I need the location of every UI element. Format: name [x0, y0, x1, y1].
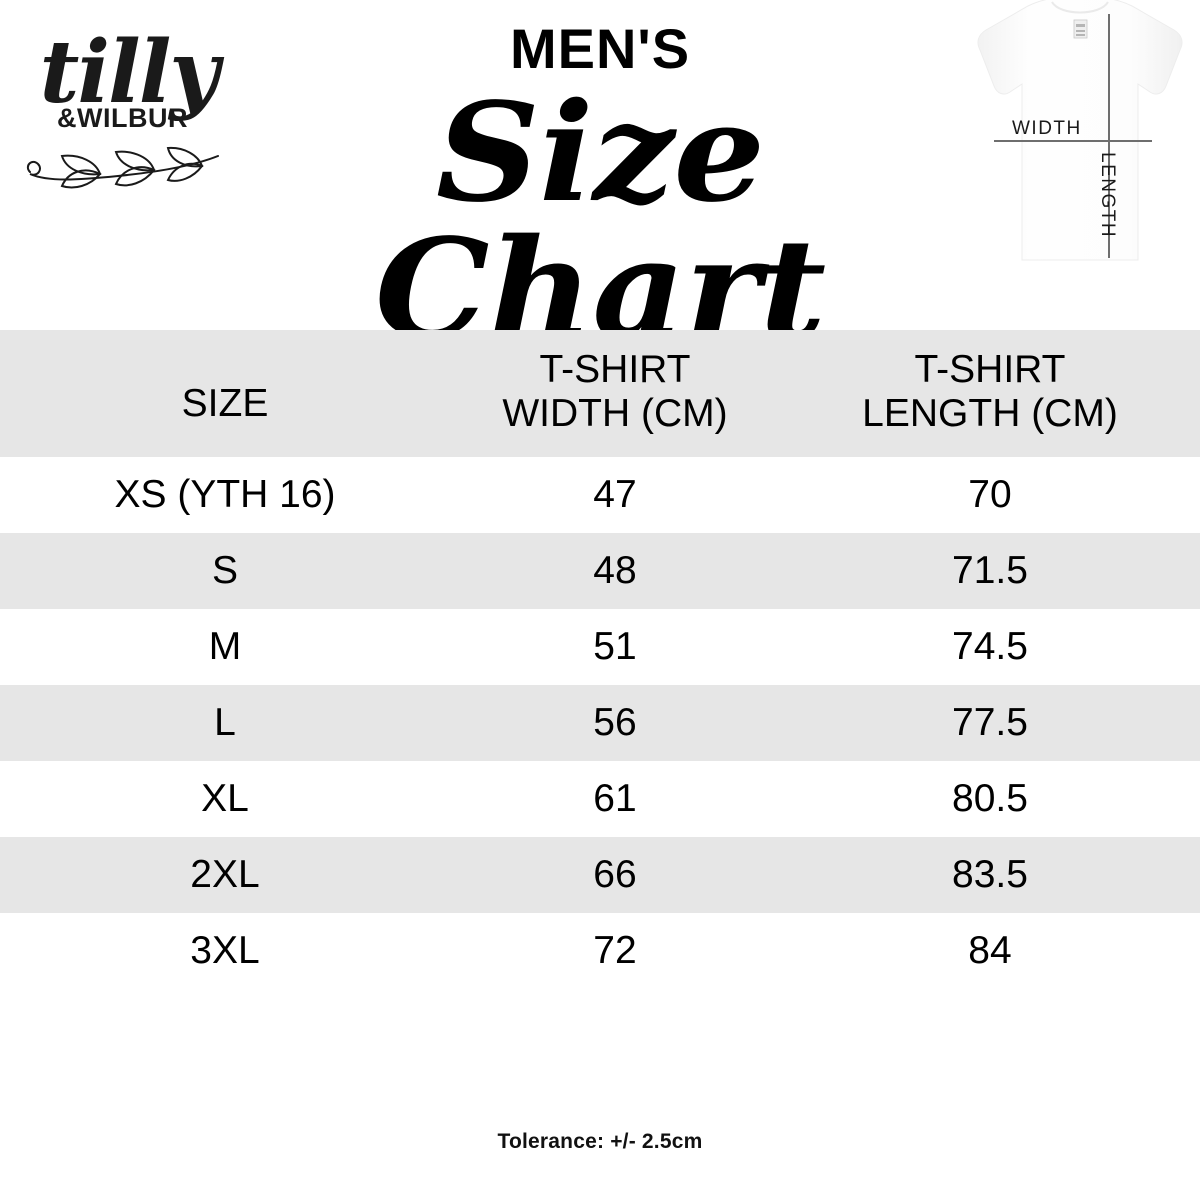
table-row: XS (YTH 16) 47 70 — [0, 457, 1200, 534]
cell-length: 77.5 — [780, 685, 1200, 762]
cell-width: 56 — [450, 685, 780, 762]
table-header-row: SIZE T-SHIRT WIDTH (CM) T-SHIRT LENGTH (… — [0, 330, 1200, 458]
cell-width: 47 — [450, 457, 780, 534]
brand-script-name: tilly — [39, 22, 220, 123]
cell-length: 84 — [780, 913, 1200, 990]
table-body: XS (YTH 16) 47 70 S 48 71.5 M 51 74.5 L … — [0, 457, 1200, 990]
column-header-width-line1: T-SHIRT — [539, 348, 691, 391]
cell-length: 70 — [780, 457, 1200, 534]
column-header-length-line1: T-SHIRT — [914, 348, 1066, 391]
cell-width: 51 — [450, 609, 780, 686]
brand-logo: tilly &WILBUR — [18, 22, 233, 253]
cell-size: M — [0, 609, 450, 686]
table-row: 3XL 72 84 — [0, 913, 1200, 990]
cell-size: XS (YTH 16) — [0, 457, 450, 534]
tshirt-measurement-icon: WIDTH LENGTH — [960, 0, 1200, 270]
svg-text:WIDTH: WIDTH — [1012, 118, 1082, 139]
column-header-width-line2: WIDTH (CM) — [502, 391, 728, 435]
header-zone: tilly &WILBUR MEN'S Size Chart — [0, 0, 1200, 357]
table-row: S 48 71.5 — [0, 533, 1200, 610]
table-row: M 51 74.5 — [0, 609, 1200, 686]
cell-width: 66 — [450, 837, 780, 914]
size-chart-table: SIZE T-SHIRT WIDTH (CM) T-SHIRT LENGTH (… — [0, 330, 1200, 990]
column-header-size: SIZE — [0, 330, 450, 458]
page-title: Size Chart — [374, 72, 826, 369]
cell-size: 3XL — [0, 913, 450, 990]
cell-length: 74.5 — [780, 609, 1200, 686]
svg-text:LENGTH: LENGTH — [1097, 152, 1118, 238]
cell-length: 83.5 — [780, 837, 1200, 914]
column-header-width: T-SHIRT WIDTH (CM) — [450, 330, 780, 458]
table-row: XL 61 80.5 — [0, 761, 1200, 838]
table-header: SIZE T-SHIRT WIDTH (CM) T-SHIRT LENGTH (… — [0, 330, 1200, 458]
page-title-kicker: MEN'S — [509, 17, 691, 80]
cell-width: 48 — [450, 533, 780, 610]
cell-size: L — [0, 685, 450, 762]
title-block: MEN'S Size Chart — [220, 17, 980, 357]
cell-length: 80.5 — [780, 761, 1200, 838]
table-row: L 56 77.5 — [0, 685, 1200, 762]
cell-size: 2XL — [0, 837, 450, 914]
cell-width: 61 — [450, 761, 780, 838]
column-header-length: T-SHIRT LENGTH (CM) — [780, 330, 1200, 458]
leaf-branch-icon — [18, 136, 233, 201]
cell-size: XL — [0, 761, 450, 838]
cell-width: 72 — [450, 913, 780, 990]
brand-sub-name: &WILBUR — [57, 102, 188, 133]
cell-length: 71.5 — [780, 533, 1200, 610]
tolerance-note: Tolerance: +/- 2.5cm — [497, 1130, 703, 1153]
cell-size: S — [0, 533, 450, 610]
column-header-length-line2: LENGTH (CM) — [862, 391, 1118, 435]
table-row: 2XL 66 83.5 — [0, 837, 1200, 914]
